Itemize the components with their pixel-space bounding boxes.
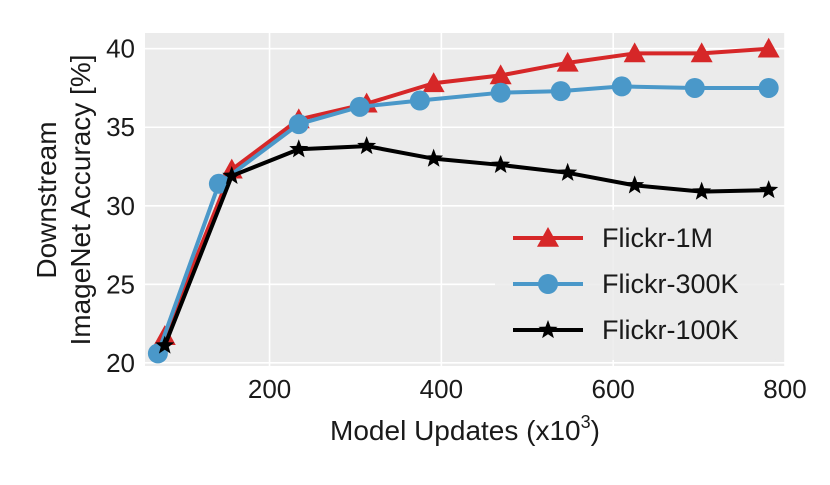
data-point-flickr-1m (422, 72, 445, 93)
data-point-flickr-300k (349, 96, 370, 117)
data-point-flickr-100k (155, 335, 175, 354)
data-point-flickr-100k (222, 165, 242, 185)
data-point-flickr-300k (758, 77, 779, 98)
legend-label: Flickr-300K (602, 269, 739, 299)
series-line-flickr-1m (162, 46, 769, 337)
data-point-flickr-1m (489, 64, 512, 85)
legend-item-flickr-300k: Flickr-300K (513, 269, 739, 299)
legend-item-flickr-1m: Flickr-1M (513, 223, 713, 253)
y-tick-label: 25 (106, 269, 135, 299)
data-point-flickr-100k (625, 175, 645, 194)
x-axis-title-suffix: ) (591, 415, 600, 446)
legend-marker (537, 227, 559, 247)
legend-marker (538, 320, 558, 339)
data-point-flickr-300k (208, 173, 229, 194)
data-point-flickr-1m (556, 51, 579, 72)
series-group (147, 37, 780, 364)
data-point-flickr-300k (490, 82, 511, 103)
y-tick-label: 20 (106, 348, 135, 378)
data-point-flickr-300k (409, 90, 430, 111)
data-point-flickr-1m (623, 42, 646, 63)
x-tick-label: 200 (248, 374, 291, 404)
x-tick-label: 400 (420, 374, 463, 404)
x-tick-label: 600 (591, 374, 634, 404)
data-point-flickr-300k (684, 77, 705, 98)
x-axis-title: Model Updates (x103) (330, 412, 600, 446)
x-tick-label: 800 (763, 374, 806, 404)
y-tick-label: 35 (106, 112, 135, 142)
y-axis-title-line-2: ImageNet Accuracy [%] (65, 54, 96, 345)
data-point-flickr-100k (357, 136, 377, 155)
legend-label: Flickr-1M (602, 223, 713, 253)
data-point-flickr-100k (692, 181, 712, 200)
legend-label: Flickr-100K (602, 315, 739, 345)
series-flickr-100k (155, 136, 779, 354)
data-point-flickr-100k (491, 154, 511, 174)
data-point-flickr-1m (690, 42, 713, 63)
legend-item-flickr-100k: Flickr-100K (513, 315, 739, 345)
data-point-flickr-100k (289, 139, 309, 158)
x-axis-title-superscript: 3 (581, 412, 591, 432)
series-line-flickr-100k (162, 144, 769, 347)
y-tick-label: 30 (106, 191, 135, 221)
data-point-flickr-1m (757, 37, 780, 58)
data-point-flickr-300k (288, 114, 309, 135)
data-point-flickr-100k (759, 180, 779, 199)
data-point-flickr-300k (611, 76, 632, 97)
y-tick-labels: 20 25 30 35 40 (106, 34, 135, 378)
legend-background (495, 210, 780, 360)
y-axis-title-line-1: Downstream (31, 121, 62, 278)
y-tick-label: 40 (106, 34, 135, 64)
data-point-flickr-100k (424, 148, 444, 167)
legend-marker (538, 274, 558, 294)
data-point-flickr-100k (558, 162, 578, 181)
series-line-flickr-300k (156, 84, 769, 355)
series-flickr-300k (147, 76, 779, 364)
legend: Flickr-1M Flickr-300K Flickr-100K (495, 210, 780, 360)
x-tick-labels: 200 400 600 800 (248, 374, 807, 404)
data-point-flickr-300k (550, 81, 571, 102)
